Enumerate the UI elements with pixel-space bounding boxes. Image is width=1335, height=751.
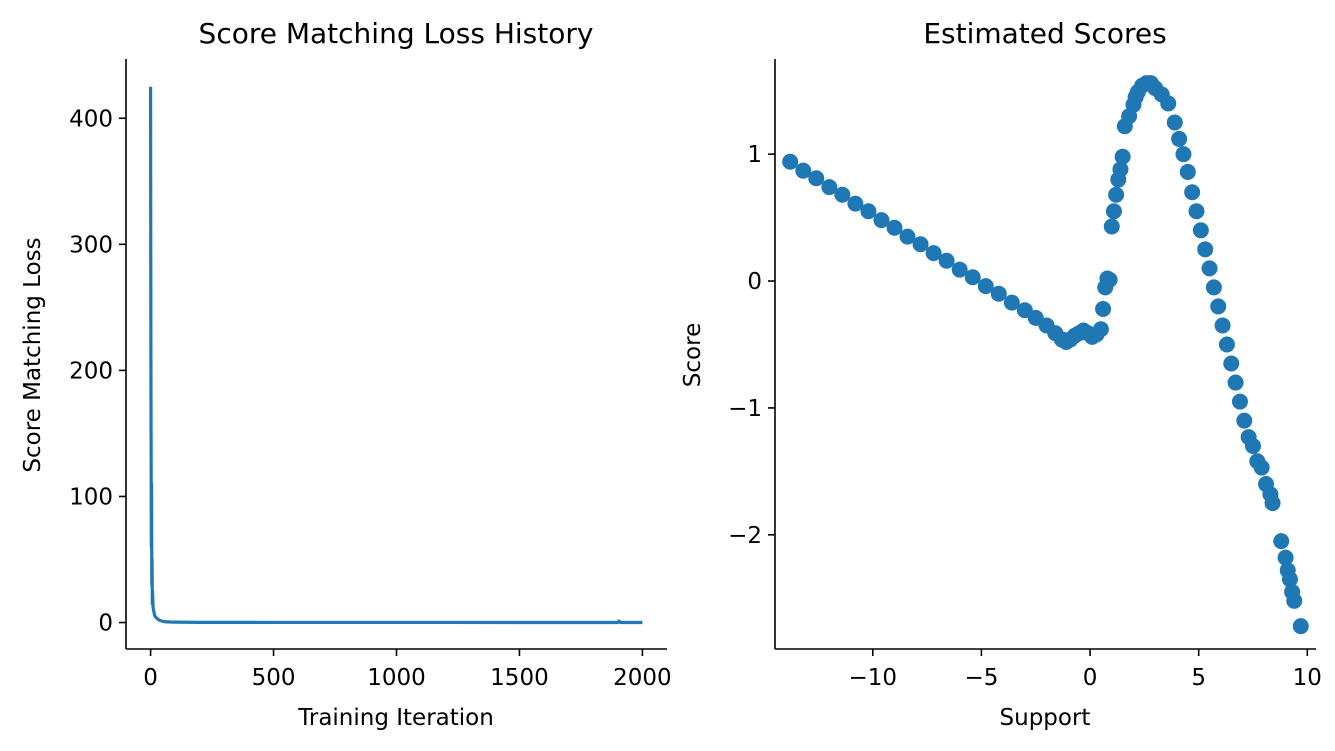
x-tick-label: 1000 xyxy=(367,665,426,691)
data-point xyxy=(1184,184,1201,201)
data-point xyxy=(795,162,812,179)
data-point xyxy=(1112,161,1129,178)
y-tick-label: 0 xyxy=(98,611,113,637)
y-tick-label: 1 xyxy=(747,142,762,168)
y-tick-label: 0 xyxy=(747,269,762,295)
x-tick-label: −5 xyxy=(964,665,998,691)
y-tick-label: 300 xyxy=(69,232,113,258)
x-axis-label: Support xyxy=(1000,705,1091,731)
data-point xyxy=(1003,294,1020,311)
data-point xyxy=(1264,495,1281,512)
data-point xyxy=(1253,459,1270,476)
y-tick-label: 400 xyxy=(69,106,113,132)
series-line xyxy=(148,86,643,625)
data-point xyxy=(1108,186,1125,203)
data-point xyxy=(1197,241,1214,258)
data-point xyxy=(1160,95,1177,112)
data-point xyxy=(964,269,981,286)
data-point xyxy=(873,212,890,229)
x-axis-label: Training Iteration xyxy=(297,705,494,731)
y-axis-label: Score xyxy=(680,323,706,387)
data-point xyxy=(834,186,851,203)
data-point xyxy=(1223,355,1240,372)
data-point xyxy=(1092,321,1109,338)
plot-area xyxy=(148,86,643,625)
data-point xyxy=(860,203,877,220)
data-point xyxy=(1205,279,1222,296)
data-point xyxy=(1292,618,1309,635)
x-tick-label: 500 xyxy=(252,665,296,691)
x-tick-label: 5 xyxy=(1191,665,1206,691)
data-point xyxy=(847,195,864,212)
x-tick-label: 1500 xyxy=(490,665,549,691)
data-point xyxy=(1101,271,1118,288)
y-tick-label: −1 xyxy=(728,396,762,422)
x-tick-label: −10 xyxy=(848,665,897,691)
data-point xyxy=(899,228,916,245)
data-point xyxy=(1105,203,1122,220)
data-point xyxy=(1231,393,1248,410)
data-point xyxy=(1277,549,1294,566)
data-point xyxy=(1236,412,1253,429)
data-point xyxy=(808,170,825,187)
data-point xyxy=(1218,336,1235,353)
data-point xyxy=(1214,317,1231,334)
data-point xyxy=(977,278,994,295)
axis-ticks: 0 500 1000 1500 2000 0 100 200 300 400 xyxy=(69,106,672,691)
data-point xyxy=(925,245,942,262)
x-tick-label: 10 xyxy=(1293,665,1322,691)
data-point xyxy=(1114,148,1131,165)
y-tick-label: −2 xyxy=(728,523,762,549)
data-point xyxy=(1273,533,1290,550)
data-point xyxy=(1192,222,1209,239)
x-tick-label: 0 xyxy=(1083,665,1098,691)
data-point xyxy=(1281,571,1298,588)
data-point xyxy=(1210,298,1227,315)
data-point xyxy=(821,179,838,196)
y-axis-label: Score Matching Loss xyxy=(20,237,46,472)
data-point xyxy=(886,219,903,236)
data-point xyxy=(1286,592,1303,609)
data-point xyxy=(1201,260,1218,277)
data-point xyxy=(990,285,1007,302)
loss-history-chart: Score Matching Loss History Training Ite… xyxy=(20,17,672,731)
estimated-scores-chart: Estimated Scores Support Score −10 −5 0 5 10… xyxy=(680,17,1322,731)
chart-title: Score Matching Loss History xyxy=(199,17,594,50)
data-point xyxy=(1179,163,1196,180)
chart-title: Estimated Scores xyxy=(923,17,1166,50)
data-point xyxy=(951,261,968,278)
data-point xyxy=(782,153,799,170)
plot-area xyxy=(782,75,1309,635)
data-point xyxy=(1103,218,1120,235)
data-point xyxy=(938,252,955,269)
data-point xyxy=(1188,203,1205,220)
data-point xyxy=(1227,374,1244,391)
x-tick-label: 0 xyxy=(143,665,158,691)
y-tick-label: 200 xyxy=(69,358,113,384)
data-point xyxy=(1175,146,1192,163)
x-tick-label: 2000 xyxy=(613,665,672,691)
data-point xyxy=(1166,114,1183,131)
axis-ticks: −10 −5 0 5 10−2−101 xyxy=(728,142,1322,691)
data-point xyxy=(1095,300,1112,317)
data-point xyxy=(1171,130,1188,147)
data-point xyxy=(912,236,929,253)
data-point xyxy=(1244,437,1261,454)
y-tick-label: 100 xyxy=(69,484,113,510)
